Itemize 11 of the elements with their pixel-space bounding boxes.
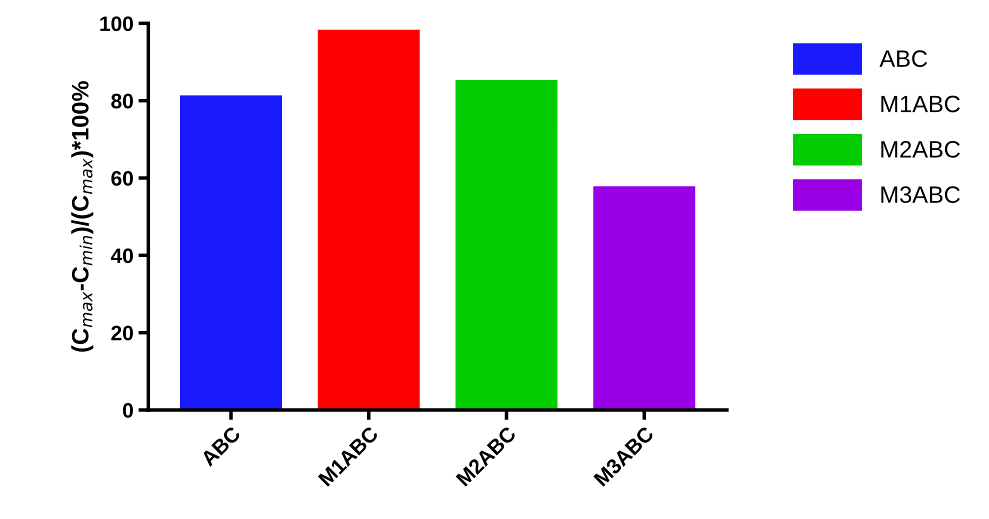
legend-label: ABC xyxy=(880,50,928,68)
y-tick-label: 0 xyxy=(123,403,133,418)
legend-label: M3ABC xyxy=(881,186,960,204)
legend-label: M2ABC xyxy=(881,140,960,158)
y-tick-label: 20 xyxy=(111,326,133,340)
y-tick-label: 40 xyxy=(110,248,133,264)
y-tick-label: 60 xyxy=(111,171,133,186)
legend-label: M1ABC xyxy=(881,96,960,112)
y-axis-title: (C$_{max}$-C$_{min}$)/(C$_{max}$)*100% xyxy=(71,81,94,352)
y-tick-label: 100 xyxy=(100,16,133,32)
y-tick-label: 80 xyxy=(111,94,133,108)
